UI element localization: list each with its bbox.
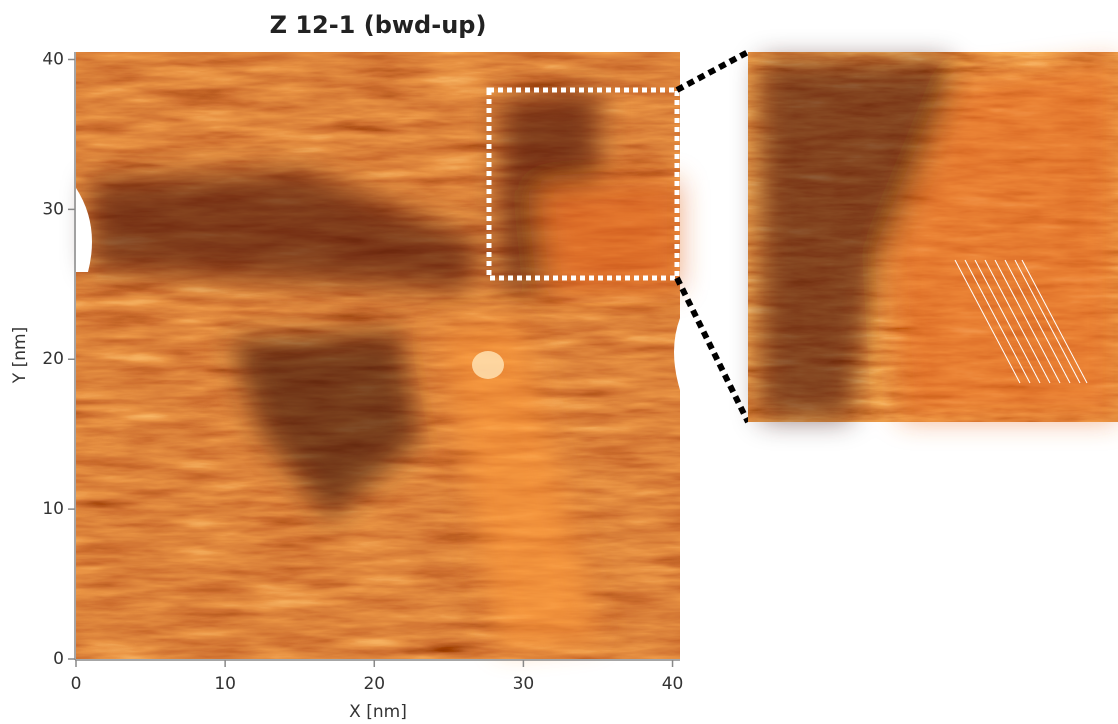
x-tick-label: 0 [71,674,82,694]
connector [675,49,750,93]
zoom-inset [748,52,1118,422]
y-tick-label: 40 [42,49,64,69]
y-tick-label: 30 [42,199,64,219]
y-tick-label: 20 [42,349,64,369]
stm-image [76,52,680,659]
axes [74,52,680,661]
connector [674,276,751,424]
chart-title: Z 12-1 (bwd-up) [270,11,487,39]
x-tick-label: 30 [513,674,535,694]
y-tick-label: 0 [53,649,64,669]
y-axis-label: Y [nm] [10,327,30,384]
zoom-box [486,87,680,281]
y-tick-label: 10 [42,499,64,519]
x-tick-label: 10 [214,674,236,694]
x-tick-label: 20 [363,674,385,694]
x-tick-label: 40 [662,674,684,694]
x-axis-label: X [nm] [349,702,407,722]
